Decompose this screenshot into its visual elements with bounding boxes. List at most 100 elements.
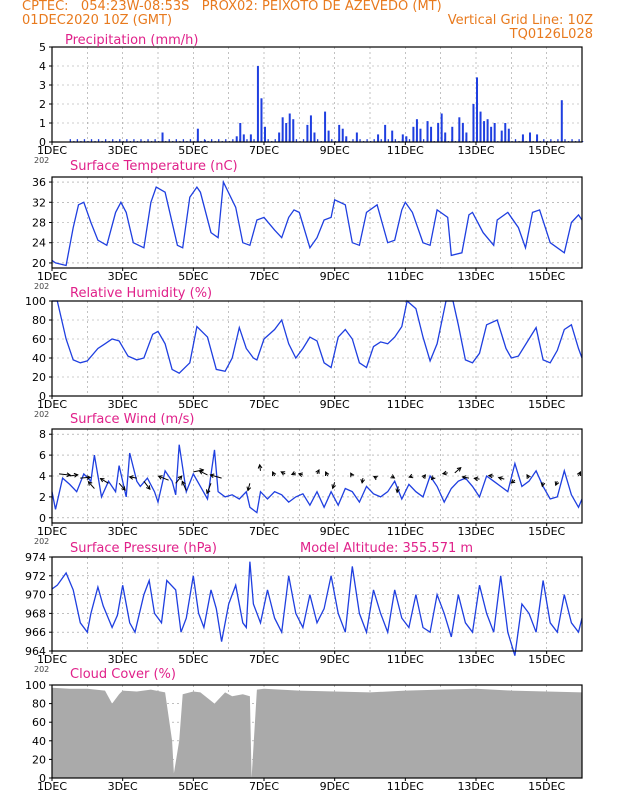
y-tick-label: 968 (25, 607, 46, 620)
wind-arrow-head (257, 463, 263, 469)
wind-arrow (158, 475, 169, 481)
wind-arrow-head (280, 471, 286, 476)
x-tick-label: 3DEC (108, 525, 138, 538)
precip-bar (249, 134, 252, 142)
precip-bar (260, 98, 263, 142)
wind-arrow (88, 481, 95, 489)
precip-bar (426, 121, 429, 142)
wind-arrow (100, 478, 109, 484)
series-line (51, 444, 583, 514)
precip-bar (242, 134, 245, 142)
precip-bar (391, 130, 394, 142)
y-tick-label: 964 (25, 645, 46, 658)
wind-arrow-head (461, 475, 467, 480)
y-tick-label: 40 (32, 735, 46, 748)
wind-arrow-head (157, 475, 163, 480)
y-tick-label: 60 (32, 716, 46, 729)
precip-bar (430, 126, 433, 142)
precip-bar (412, 126, 415, 142)
y-tick-label: 974 (25, 551, 46, 564)
precip-bar (355, 132, 358, 142)
header-model-id: TQ0126L028 (509, 27, 593, 42)
y-tick-label: 32 (32, 196, 46, 209)
wind-arrow-head (576, 471, 582, 477)
wind-arrow-head (510, 479, 516, 484)
precip-bar (504, 123, 507, 142)
precip-bar (246, 139, 248, 142)
y-tick-label: 20 (32, 753, 46, 766)
wind-arrow (129, 476, 137, 479)
wind-arrow-head (554, 481, 560, 487)
y-tick-label: 36 (32, 176, 46, 189)
wind-arrow-head (408, 473, 414, 479)
precip-bar (327, 130, 330, 142)
x-tick-label: 11DEC (387, 653, 424, 666)
wind-arrow-head (198, 470, 204, 475)
precip-bar (168, 139, 170, 142)
precip-bar (133, 139, 135, 142)
x-tick-label: 13DEC (457, 144, 494, 157)
x-tick-label: 13DEC (457, 398, 494, 411)
y-tick-label: 970 (25, 589, 46, 602)
y-tick-label: 3 (39, 79, 46, 92)
x-tick-label: 9DEC (320, 525, 350, 538)
precip-bar (338, 124, 341, 142)
precip-bar (317, 139, 319, 142)
precip-bar (313, 132, 316, 142)
panel-title: Cloud Cover (%) (70, 667, 176, 682)
y-tick-label: 100 (25, 679, 46, 692)
precip-bar (309, 115, 312, 142)
precip-bar (359, 139, 361, 142)
x-tick-label: 9DEC (320, 653, 350, 666)
header-line1: CPTEC: 054:23W-08:53S PROX02: PEIXOTO DE… (22, 0, 442, 14)
panel-title: Surface Temperature (nC) (70, 159, 238, 174)
wind-arrow-head (331, 484, 336, 490)
precip-bar (373, 139, 375, 142)
precip-bar (256, 66, 259, 142)
wind-arrow (247, 483, 251, 491)
precip-bar (479, 111, 482, 142)
panel-title: Surface Wind (m/s) (70, 412, 194, 427)
y-tick-label: 2 (39, 491, 46, 504)
y-tick-label: 0 (39, 390, 46, 403)
precip-bar (211, 139, 213, 142)
wind-arrow-head (86, 475, 92, 480)
x-tick-label: 15DEC (528, 144, 565, 157)
precip-bar (387, 139, 389, 142)
precip-bar (472, 104, 475, 142)
x-tick-label: 1DEC (37, 270, 67, 283)
precip-bar (444, 132, 447, 142)
panel-title: Surface Pressure (hPa) (70, 541, 217, 556)
wind-arrow-head (99, 477, 105, 483)
x-tick-label: 5DEC (178, 525, 208, 538)
y-tick-label: 80 (32, 698, 46, 711)
wind-arrow-head (87, 480, 93, 486)
precip-bar (274, 139, 276, 142)
wind-arrow (181, 481, 187, 491)
wind-arrow-head (487, 473, 493, 479)
wind-arrow-head (325, 471, 330, 477)
panel-title: Precipitation (mm/h) (65, 33, 198, 48)
precip-bar (405, 136, 408, 142)
x-tick-label: 11DEC (387, 144, 424, 157)
wind-arrow-head (372, 475, 378, 481)
wind-arrow-head (430, 475, 436, 481)
wind-arrow-head (395, 488, 400, 494)
x-tick-label: 7DEC (249, 525, 279, 538)
precip-bar (154, 139, 156, 142)
precip-bar (126, 139, 128, 142)
precip-bar (288, 113, 291, 142)
wind-arrow-head (421, 474, 427, 479)
x-tick-label: 3DEC (108, 270, 138, 283)
wind-arrow-head (128, 475, 134, 480)
wind-arrow-head (473, 476, 479, 482)
series-line (51, 179, 583, 267)
precip-bar (415, 119, 418, 142)
precip-bar (543, 139, 545, 142)
wind-arrow-head (390, 474, 396, 479)
wind-arrow (69, 474, 78, 477)
precip-bar (203, 140, 206, 142)
x-tick-label: 1DEC (37, 780, 67, 793)
y-tick-label: 6 (39, 449, 46, 462)
